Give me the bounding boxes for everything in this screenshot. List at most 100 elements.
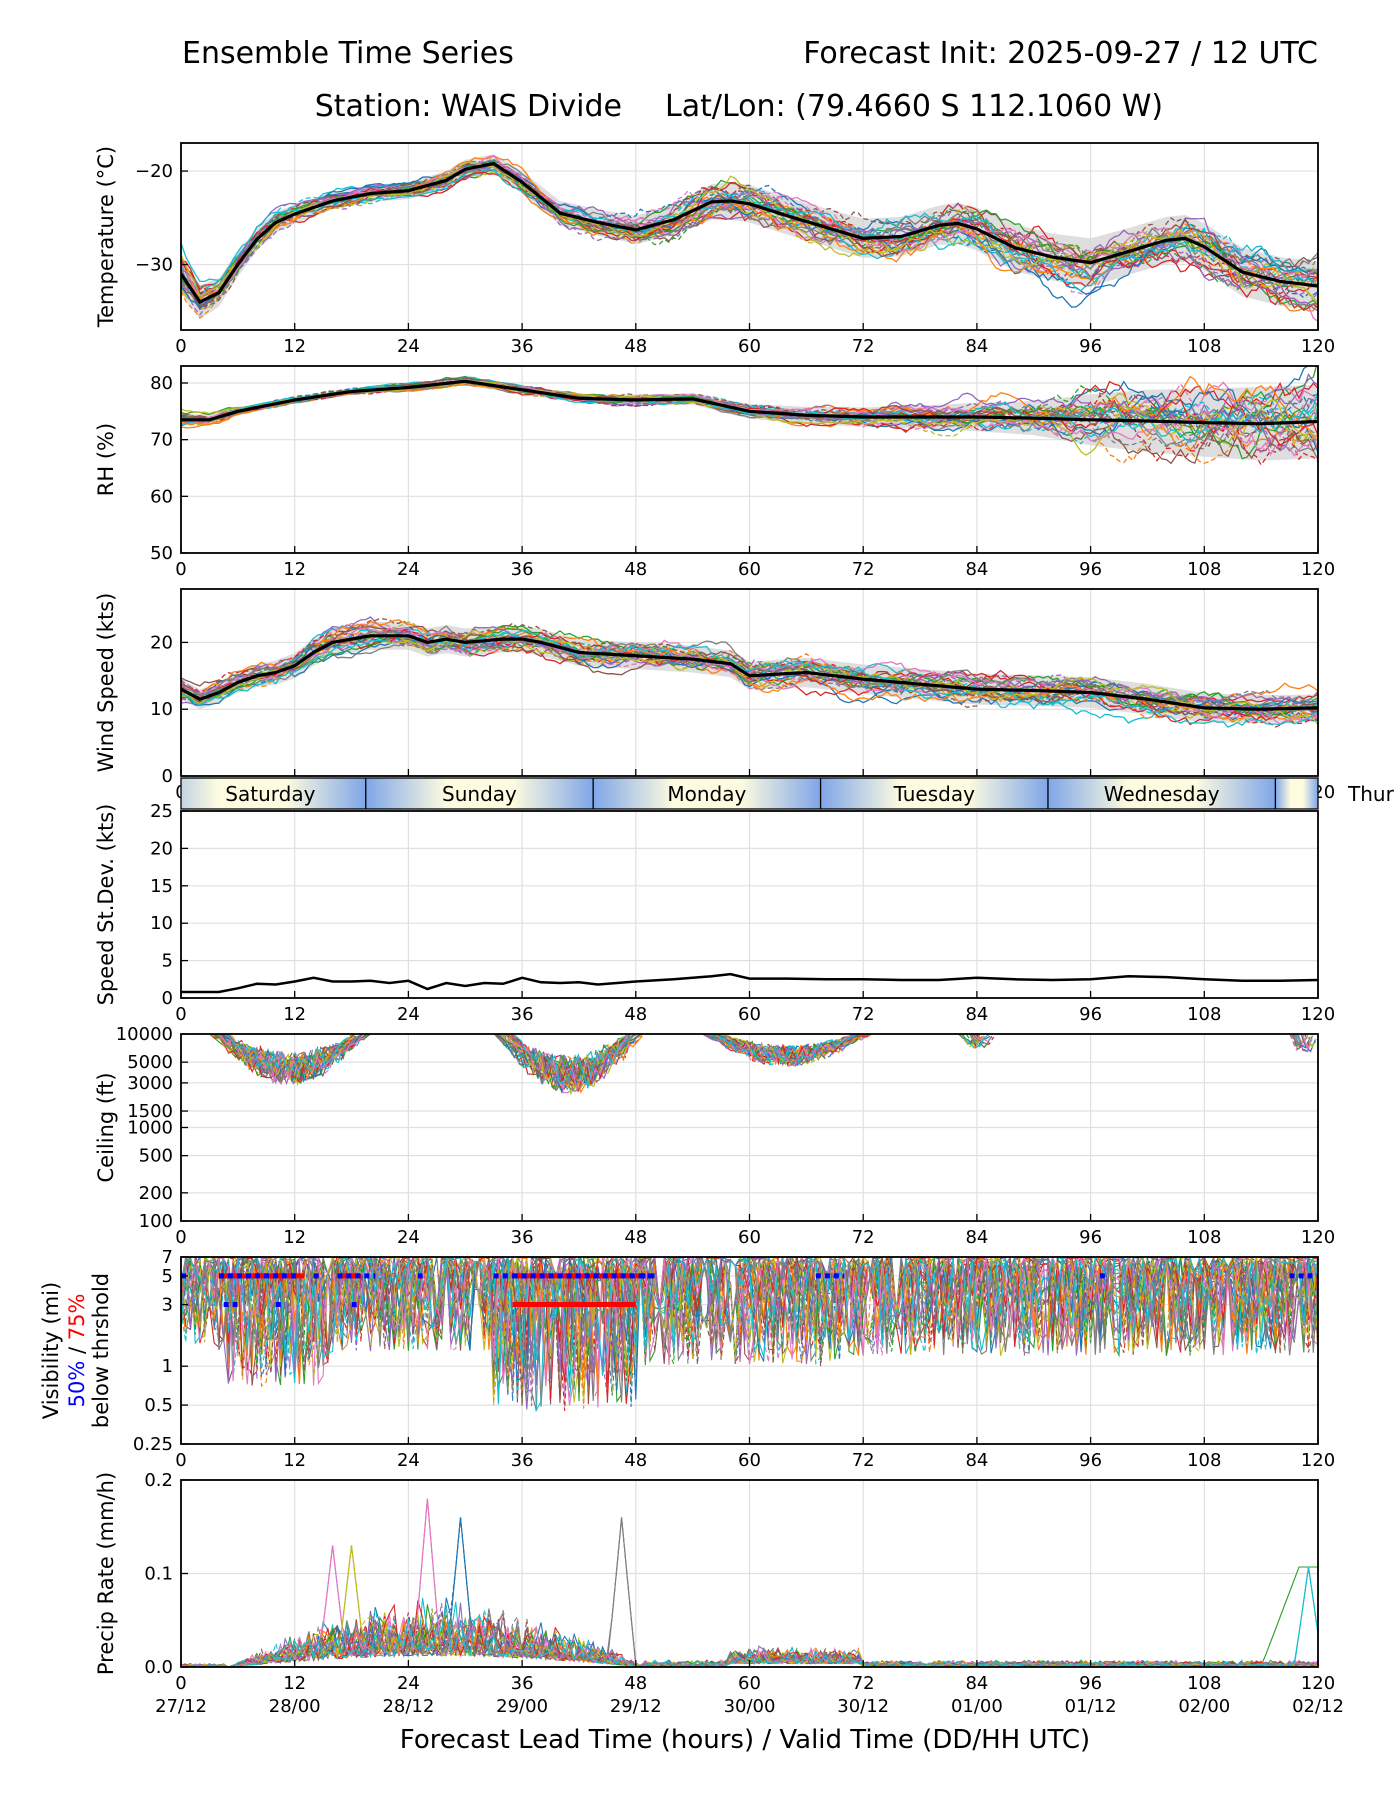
- ensemble-member-line: [213, 1034, 352, 1083]
- day-segment: [365, 778, 594, 809]
- x-tick-label: 12: [283, 1450, 306, 1471]
- x-tick-label: 60: [738, 1450, 761, 1471]
- y-tick-label: 0.5: [144, 1395, 173, 1416]
- x-tick-label: 36: [511, 559, 534, 580]
- x-tick-label: 24: [397, 1450, 420, 1471]
- x-tick-label: 72: [852, 1673, 875, 1694]
- panel-ceiling: 0 12 24 36 48 60 72 84 96 108 120 100 200 500 10001500…: [94, 1024, 1335, 1248]
- ensemble-member-line: [1290, 1034, 1302, 1052]
- x-tick-label: 48: [624, 1227, 647, 1248]
- x-tick-label: 84: [965, 1004, 988, 1025]
- y-tick-label: 3: [162, 1295, 173, 1316]
- x-tick-label: 108: [1187, 1227, 1221, 1248]
- x-tick-label: 84: [965, 1673, 988, 1694]
- day-label: Thur: [1347, 782, 1395, 806]
- y-tick-label: 25: [150, 801, 173, 822]
- ensemble-member-line: [181, 171, 1318, 312]
- x-tick-label: 12: [283, 1004, 306, 1025]
- ensemble-member-line: [210, 1034, 358, 1082]
- x-tick-label: 120: [1301, 336, 1335, 357]
- y-tick-label: 0: [162, 988, 173, 1009]
- legend-50-percent: 50%: [65, 1361, 89, 1408]
- x-tick-label: 24: [397, 336, 420, 357]
- valid-time-label: 02/00: [1178, 1696, 1230, 1717]
- x-tick-label: 24: [397, 1673, 420, 1694]
- x-tick-label: 96: [1079, 1673, 1102, 1694]
- x-tick-label: 36: [511, 1227, 534, 1248]
- y-axis-label: Visibility (mi): [39, 1282, 63, 1419]
- ensemble-member-line: [181, 630, 1318, 728]
- x-tick-label: 72: [852, 1450, 875, 1471]
- ensemble-member-line: [181, 1566, 1318, 1667]
- ensemble-member-line: [501, 1034, 626, 1088]
- ensemble-member-line: [181, 631, 1318, 710]
- panel-wind_speed: 0122436486072849610812001020Wind Speed (…: [94, 588, 1335, 803]
- y-tick-label: 15: [150, 876, 173, 897]
- ensemble-member-line: [181, 378, 1318, 444]
- x-tick-label: 48: [624, 559, 647, 580]
- x-tick-label: 96: [1079, 1227, 1102, 1248]
- ensemble-mean-line: [181, 379, 1318, 426]
- panel-relative_humidity: 0 12 24 36 48 60 72 84 96 108 120 50 60 70 80 RH (%): [94, 365, 1335, 580]
- valid-time-label: 02/12: [1292, 1696, 1344, 1717]
- x-tick-label: 24: [397, 1004, 420, 1025]
- y-tick-label: 5000: [127, 1052, 173, 1073]
- x-tick-label: 0: [175, 1004, 186, 1025]
- ensemble-member-line: [1290, 1034, 1307, 1048]
- x-tick-label: 108: [1187, 1450, 1221, 1471]
- ensemble-member-line: [973, 1034, 989, 1043]
- y-tick-label: 5: [162, 951, 173, 972]
- stdev-line: [181, 972, 1318, 994]
- ensemble-member-line: [181, 627, 1318, 725]
- y-tick-label: 20: [150, 838, 173, 859]
- valid-time-label: 28/12: [382, 1696, 434, 1717]
- x-tick-label: 24: [397, 559, 420, 580]
- valid-time-label: 28/00: [269, 1696, 321, 1717]
- x-tick-label: 96: [1079, 1004, 1102, 1025]
- ensemble-member-line: [181, 170, 1318, 311]
- x-tick-label: 48: [624, 1673, 647, 1694]
- y-tick-label: 50: [150, 543, 173, 564]
- ensemble-member-line: [959, 1034, 985, 1048]
- ensemble-member-line: [181, 631, 1318, 715]
- y-tick-label: 3000: [127, 1073, 173, 1094]
- x-tick-label: 108: [1187, 1673, 1221, 1694]
- y-tick-label: 7: [162, 1247, 173, 1268]
- y-axis-label: Temperature (°C): [94, 146, 118, 328]
- ensemble-member-line: [720, 1034, 854, 1067]
- y-tick-label: 1500: [127, 1101, 173, 1122]
- y-axis-label: RH (%): [94, 423, 118, 496]
- valid-time-label: 29/00: [496, 1696, 548, 1717]
- day-label: Monday: [667, 782, 746, 806]
- x-tick-label: 120: [1301, 1673, 1335, 1694]
- y-tick-label: 1000: [127, 1118, 173, 1139]
- y-tick-label: −30: [135, 255, 173, 276]
- valid-time-label: 30/12: [837, 1696, 889, 1717]
- y-tick-label: 100: [139, 1211, 173, 1232]
- panel-speed_stdev: 0 12 24 36 48 60 72 84 96 108 120 0 5 10 15 20 25 Speed S…: [94, 801, 1335, 1025]
- x-axis-label: Forecast Lead Time (hours) / Valid Time …: [400, 1725, 1090, 1755]
- panel-visibility: 0 12 24 36 48 60 72 84 96 108 120 0.25 0.5 1 3 57 Visibi…: [39, 1247, 1335, 1471]
- x-tick-label: 12: [283, 1673, 306, 1694]
- valid-time-label: 01/12: [1065, 1696, 1117, 1717]
- ensemble-member-line: [181, 168, 1318, 292]
- title-left: Ensemble Time Series: [182, 36, 514, 71]
- ensemble-member-line: [1294, 1034, 1301, 1048]
- y-tick-label: 10000: [116, 1024, 173, 1045]
- x-tick-label: 60: [738, 1227, 761, 1248]
- y-tick-label: 0: [162, 766, 173, 787]
- legend-separator: /: [65, 1340, 89, 1360]
- x-tick-label: 120: [1301, 559, 1335, 580]
- weekday-bar: Saturday Sunday Monday Tuesday Wednesday Thur: [180, 777, 1395, 810]
- day-segment: [593, 778, 821, 809]
- ensemble-member-line: [181, 634, 1318, 715]
- x-tick-label: 0: [175, 336, 186, 357]
- x-tick-label: 120: [1301, 1227, 1335, 1248]
- x-tick-label: 0: [175, 559, 186, 580]
- day-label: Wednesday: [1104, 782, 1220, 806]
- station-label: Station: WAIS Divide: [315, 89, 622, 124]
- x-tick-label: 120: [1301, 1004, 1335, 1025]
- y-axis-label: Ceiling (ft): [94, 1072, 118, 1182]
- x-tick-label: 60: [738, 1004, 761, 1025]
